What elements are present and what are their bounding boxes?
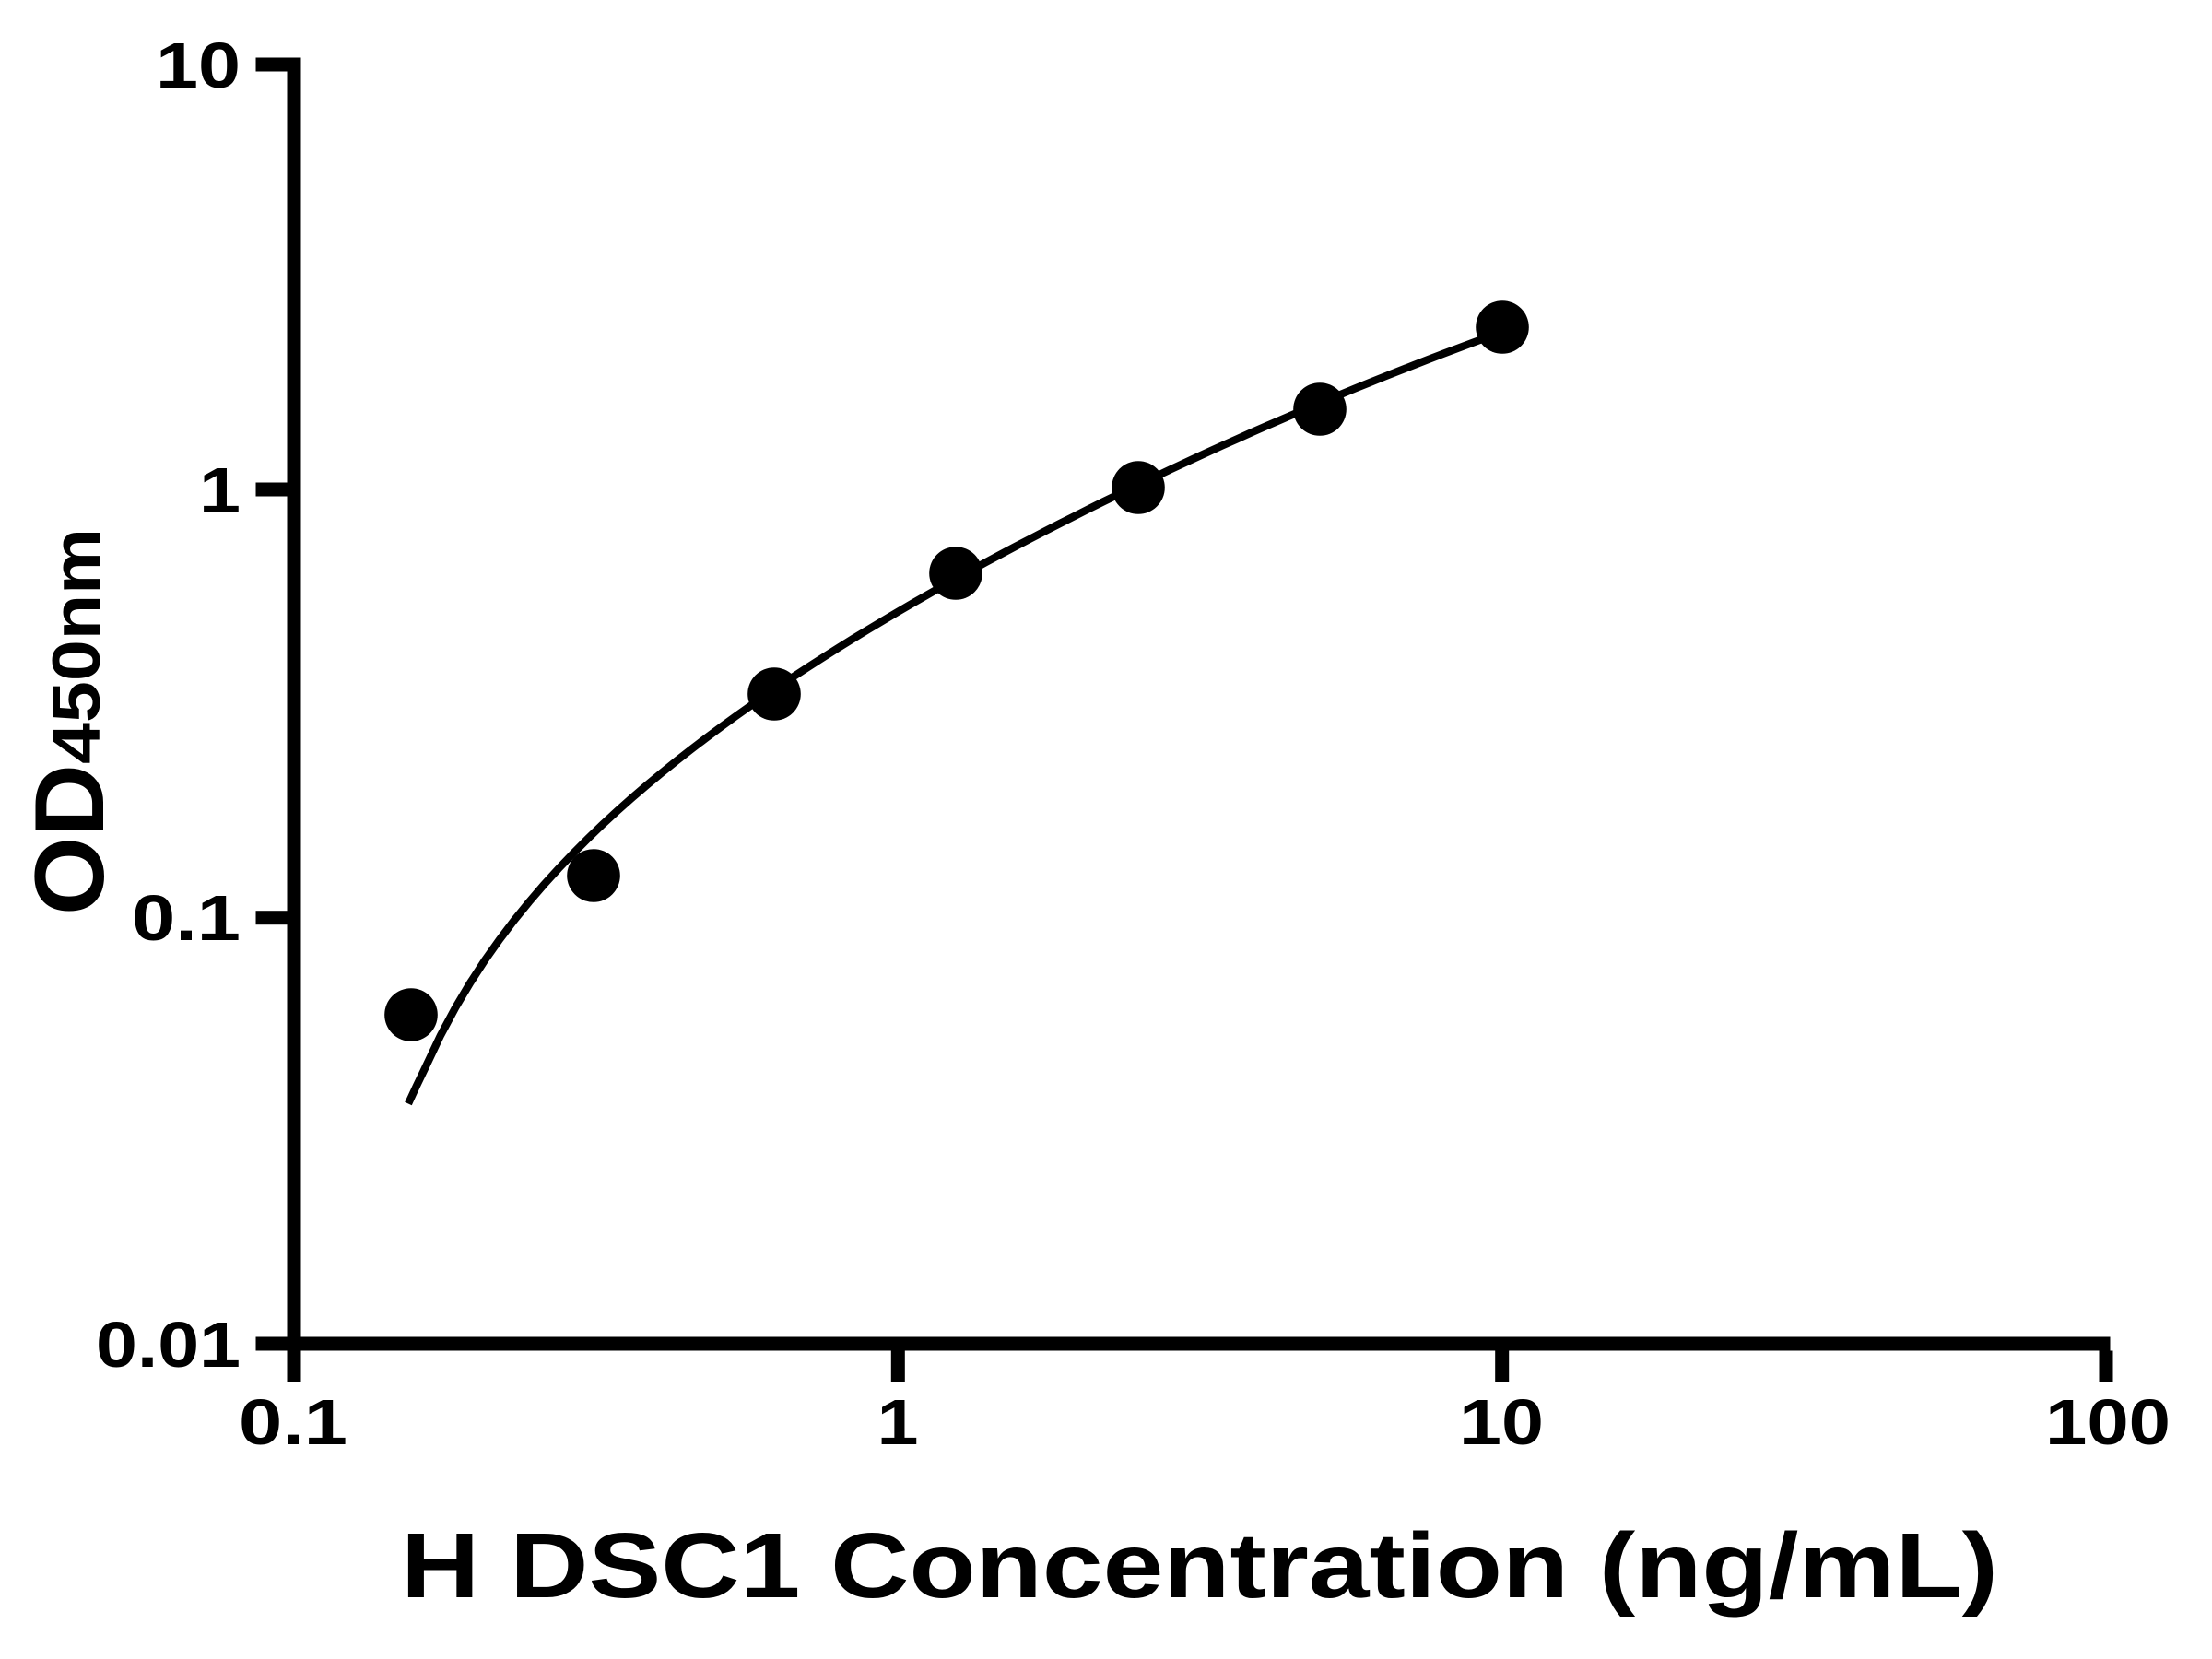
svg-text:1: 1: [877, 1386, 919, 1458]
svg-text:0.1: 0.1: [239, 1386, 347, 1458]
svg-text:0.1: 0.1: [132, 882, 241, 954]
svg-text:10: 10: [1459, 1386, 1544, 1458]
svg-text:H DSC1 Concentration (ng/mL): H DSC1 Concentration (ng/mL): [401, 1514, 1998, 1618]
svg-text:OD450nm: OD450nm: [14, 528, 124, 915]
svg-text:100: 100: [2045, 1386, 2171, 1458]
svg-text:0.01: 0.01: [96, 1309, 241, 1381]
svg-text:1: 1: [199, 454, 241, 526]
svg-text:10: 10: [156, 29, 241, 101]
